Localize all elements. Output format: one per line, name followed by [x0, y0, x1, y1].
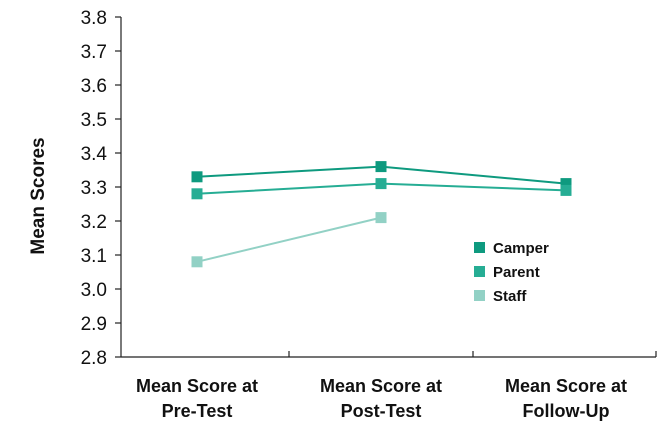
legend-label: Camper: [493, 240, 549, 257]
x-category-label-line: Mean Score at: [136, 376, 258, 396]
data-point: [191, 171, 203, 183]
x-category-label-line: Pre-Test: [162, 401, 233, 421]
series-parent: [191, 178, 572, 200]
x-axis-ticks: Mean Score at Pre-Test Mean Score at Post-T…: [136, 351, 657, 421]
legend-item: Camper: [474, 240, 549, 257]
legend-item: Parent: [474, 264, 540, 281]
legend: Camper Parent Staff: [474, 240, 549, 305]
data-point: [191, 188, 203, 200]
legend-item: Staff: [474, 288, 527, 305]
legend-swatch: [474, 290, 485, 301]
x-category-label-line: Mean Score at: [320, 376, 442, 396]
y-tick-label: 3.4: [81, 144, 108, 165]
series-camper: [191, 161, 572, 190]
axes: [120, 17, 656, 358]
data-point: [560, 178, 572, 190]
data-point: [375, 178, 387, 190]
x-category-label: Mean Score at Pre-Test: [136, 376, 258, 421]
legend-label: Staff: [493, 288, 527, 305]
legend-label: Parent: [493, 264, 540, 281]
x-category-label: Mean Score at Post-Test: [320, 376, 442, 421]
x-category-label-line: Mean Score at: [505, 376, 627, 396]
y-tick-label: 3.3: [81, 178, 107, 199]
y-tick-label: 3.5: [81, 110, 107, 131]
y-tick-label: 3.1: [81, 246, 107, 267]
y-axis-ticks: 2.8 2.9 3.0 3.1 3.2 3.3 3.4 3.5 3.6 3.7 3.8: [81, 8, 121, 369]
y-tick-label: 3.2: [81, 212, 107, 233]
y-tick-label: 2.9: [81, 314, 107, 335]
series-line: [196, 216, 382, 263]
data-point: [560, 184, 572, 196]
y-tick-label: 3.0: [81, 280, 107, 301]
x-category-label-line: Follow-Up: [523, 401, 610, 421]
x-category-label: Mean Score at Follow-Up: [505, 376, 627, 421]
series-staff: [191, 212, 387, 268]
x-category-label-line: Post-Test: [341, 401, 422, 421]
data-point: [375, 161, 387, 173]
y-tick-label: 3.6: [81, 76, 107, 97]
legend-swatch: [474, 242, 485, 253]
y-axis-title: Mean Scores: [28, 137, 49, 254]
y-tick-label: 3.8: [81, 8, 107, 29]
y-tick-label: 3.7: [81, 42, 107, 63]
legend-swatch: [474, 266, 485, 277]
data-series: [191, 161, 572, 268]
y-tick-label: 2.8: [81, 348, 107, 369]
data-point: [375, 212, 387, 224]
data-point: [191, 256, 203, 268]
